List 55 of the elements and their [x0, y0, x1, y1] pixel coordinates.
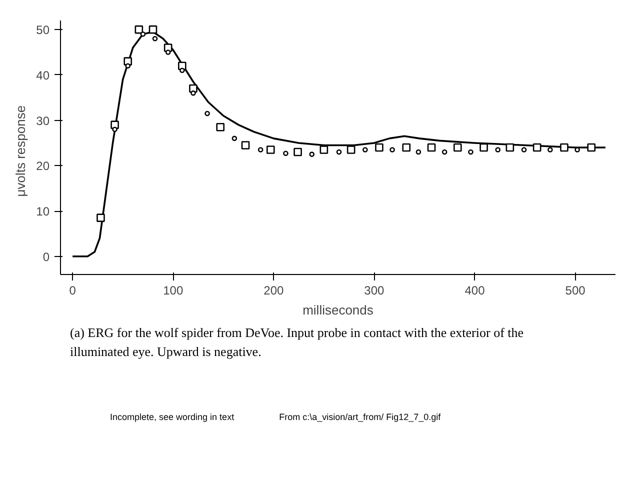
point	[112, 126, 118, 132]
point	[468, 149, 474, 155]
point	[148, 25, 158, 34]
point	[375, 143, 384, 152]
point	[320, 146, 328, 154]
y-tick-label: 20	[36, 159, 50, 174]
point	[506, 143, 514, 152]
point	[125, 63, 131, 69]
y-tick-label: 10	[36, 204, 50, 218]
point	[427, 143, 436, 152]
point	[587, 143, 596, 152]
point	[190, 90, 196, 96]
point	[442, 149, 448, 155]
point	[362, 147, 368, 152]
point	[165, 50, 171, 55]
point	[547, 147, 553, 152]
x-tick-label: 100	[163, 284, 184, 298]
point	[416, 149, 422, 155]
point	[216, 122, 225, 132]
y-tick-label: 40	[36, 68, 50, 82]
point	[140, 31, 146, 37]
point	[309, 152, 315, 157]
point	[480, 143, 488, 152]
y-tick-label: 50	[36, 23, 50, 38]
point	[495, 147, 501, 152]
text: (a) ERG for the wolf spider from DeVoe. Input probe in contact with the exterior of the illuminated eye. Upward is negative.	[70, 324, 525, 361]
point	[241, 141, 250, 150]
point	[152, 36, 158, 42]
point	[266, 146, 275, 154]
x-tick-label: 200	[264, 284, 284, 298]
point	[258, 147, 264, 152]
point	[453, 143, 462, 152]
y-axis-title: μvolts response	[13, 105, 28, 197]
x-tick-label: 300	[364, 284, 385, 298]
point	[204, 110, 210, 116]
y-tick-label: 0	[42, 250, 50, 264]
point	[390, 147, 395, 152]
x-axis-title: milliseconds	[302, 302, 374, 318]
x-tick-label: 0	[69, 284, 76, 298]
point	[402, 143, 411, 152]
point	[521, 147, 527, 152]
point	[336, 149, 342, 155]
text: Incomplete, see wording in text	[110, 411, 234, 424]
point	[96, 214, 105, 222]
point	[560, 143, 568, 152]
text: From c:\a_vision/art_from/ Fig12_7_0.gif	[279, 411, 441, 424]
point	[294, 148, 302, 156]
point	[346, 146, 356, 154]
point	[283, 150, 288, 156]
point	[232, 136, 238, 142]
x-tick-label: 400	[464, 284, 486, 298]
x-tick-label: 500	[565, 284, 586, 298]
y-tick-label: 30	[36, 114, 50, 128]
point	[180, 68, 185, 74]
point	[532, 143, 542, 152]
